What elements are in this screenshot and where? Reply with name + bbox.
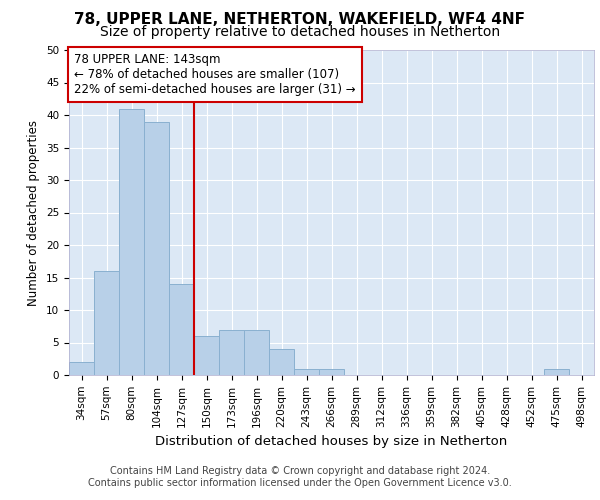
Text: Size of property relative to detached houses in Netherton: Size of property relative to detached ho… <box>100 25 500 39</box>
Text: 78 UPPER LANE: 143sqm
← 78% of detached houses are smaller (107)
22% of semi-det: 78 UPPER LANE: 143sqm ← 78% of detached … <box>74 53 356 96</box>
Bar <box>544 368 569 375</box>
Bar <box>319 368 344 375</box>
Bar <box>219 330 244 375</box>
Text: Contains HM Land Registry data © Crown copyright and database right 2024.
Contai: Contains HM Land Registry data © Crown c… <box>88 466 512 487</box>
Bar <box>194 336 219 375</box>
Bar <box>294 368 319 375</box>
Bar <box>169 284 194 375</box>
Bar <box>244 330 269 375</box>
Y-axis label: Number of detached properties: Number of detached properties <box>28 120 40 306</box>
Text: 78, UPPER LANE, NETHERTON, WAKEFIELD, WF4 4NF: 78, UPPER LANE, NETHERTON, WAKEFIELD, WF… <box>74 12 526 28</box>
Bar <box>119 108 144 375</box>
Bar <box>144 122 169 375</box>
Bar <box>94 271 119 375</box>
X-axis label: Distribution of detached houses by size in Netherton: Distribution of detached houses by size … <box>155 435 508 448</box>
Bar <box>269 349 294 375</box>
Bar <box>69 362 94 375</box>
